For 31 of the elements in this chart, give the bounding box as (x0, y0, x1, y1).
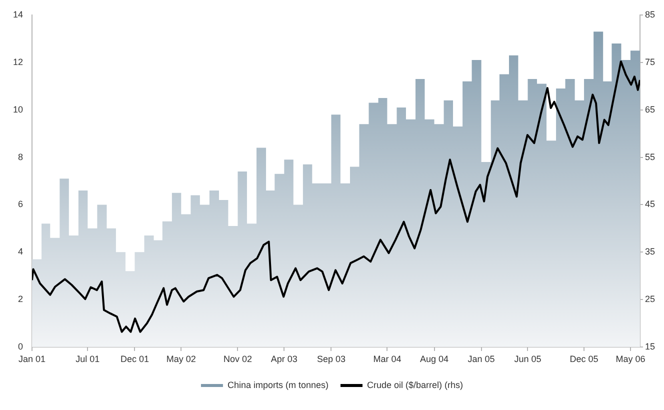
legend-label: China imports (m tonnes) (227, 380, 329, 390)
x-tick-label: Mar 04 (373, 354, 402, 364)
x-tick-label: May 02 (166, 354, 196, 364)
x-tick-label: May 06 (616, 354, 646, 364)
y-tick-label: 12 (12, 56, 23, 67)
x-tick-label: Jun 05 (514, 354, 542, 364)
x-tick-label: Apr 03 (270, 354, 298, 364)
y-tick-label: 2 (18, 294, 23, 304)
x-tick-label: Dec 05 (570, 354, 598, 364)
x-tick-label: Sep 03 (316, 354, 346, 364)
x-tick-label: Jan 01 (18, 354, 46, 364)
y2-tick-label: 85 (645, 9, 656, 20)
y2-tick-label: 25 (645, 294, 656, 304)
x-tick-label: Jan 05 (468, 354, 495, 364)
y-tick-label: 6 (18, 199, 23, 210)
x-tick-label: Aug 04 (420, 354, 449, 364)
x-tick-label: Jul 01 (76, 354, 100, 364)
y2-tick-label: 45 (645, 199, 656, 210)
y-tick-label: 10 (12, 104, 23, 114)
y-tick-label: 0 (18, 341, 23, 352)
y2-tick-label: 75 (645, 56, 656, 67)
x-tick-label: Dec 01 (120, 354, 149, 364)
x-tick-label: Nov 02 (223, 354, 252, 364)
y-tick-label: 4 (18, 246, 23, 257)
y2-tick-label: 35 (645, 246, 656, 257)
y2-tick-label: 15 (645, 341, 656, 352)
y2-tick-label: 65 (645, 104, 656, 114)
y-tick-label: 8 (18, 152, 23, 162)
legend-label: Crude oil ($/barrel) (rhs) (367, 380, 464, 390)
y-tick-label: 14 (12, 9, 23, 20)
y2-tick-label: 55 (645, 152, 656, 162)
